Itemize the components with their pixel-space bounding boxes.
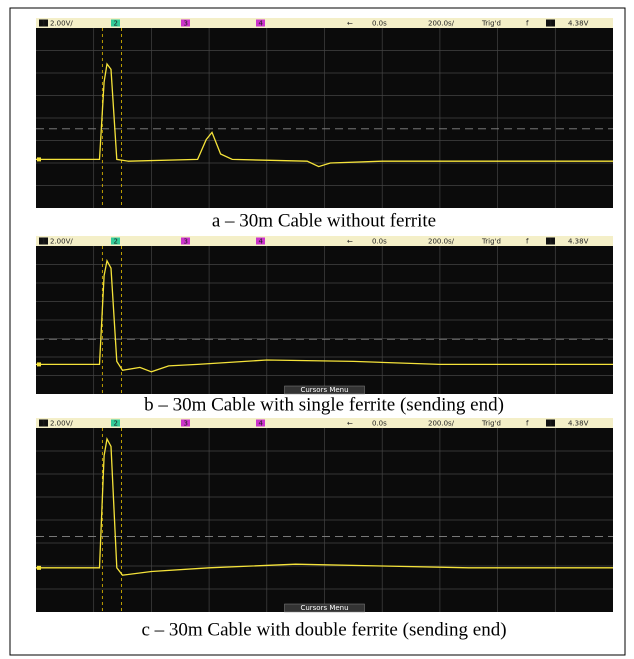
status-arrow: ← (347, 238, 353, 246)
status-trig_ch: 1 (549, 238, 553, 246)
status-trig: Trig'd (481, 20, 501, 28)
status-scale: 2.00V/ (50, 420, 73, 428)
status-delay: 0.0s (372, 238, 387, 246)
status-delay: 0.0s (372, 420, 387, 428)
status-ch3: 3 (184, 20, 188, 28)
caption: a – 30m Cable without ferrite (212, 210, 436, 231)
status-arrow: ← (347, 20, 353, 28)
status-trig: Trig'd (481, 420, 501, 428)
status-timebase: 200.0s/ (428, 420, 455, 428)
status-ch4: 4 (259, 420, 264, 428)
status-ch1: 1 (42, 420, 46, 428)
page: {"panels": [ {"status": {"ch1": "1", "sc… (0, 0, 634, 659)
status-delay: 0.0s (372, 20, 387, 28)
status-timebase: 200.0s/ (428, 238, 455, 246)
status-ch1: 1 (42, 20, 46, 28)
menu-label: Cursors Menu (300, 604, 348, 612)
status-trig: Trig'd (481, 238, 501, 246)
figure: 12.00V/234←0.0s200.0s/Trig'df14.38Va – 3… (0, 0, 634, 659)
ground-marker (37, 362, 41, 366)
status-ch2: 2 (114, 20, 118, 28)
status-timebase: 200.0s/ (428, 20, 455, 28)
status-ch3: 3 (184, 420, 188, 428)
status-ch4: 4 (259, 20, 264, 28)
status-ch3: 3 (184, 238, 188, 246)
status-trig_ch: 1 (549, 20, 553, 28)
status-ch2: 2 (114, 238, 118, 246)
status-level: 4.38V (568, 238, 589, 246)
status-scale: 2.00V/ (50, 20, 73, 28)
ground-marker (37, 566, 41, 570)
caption: b – 30m Cable with single ferrite (sendi… (144, 394, 504, 415)
caption: c – 30m Cable with double ferrite (sendi… (141, 619, 506, 640)
status-trig_ch: 1 (549, 420, 553, 428)
status-arrow: ← (347, 420, 353, 428)
menu-label: Cursors Menu (300, 386, 348, 394)
status-ch1: 1 (42, 238, 46, 246)
status-scale: 2.00V/ (50, 238, 73, 246)
status-level: 4.38V (568, 20, 589, 28)
status-ch2: 2 (114, 420, 118, 428)
status-ch4: 4 (259, 238, 264, 246)
status-level: 4.38V (568, 420, 589, 428)
ground-marker (37, 157, 41, 161)
